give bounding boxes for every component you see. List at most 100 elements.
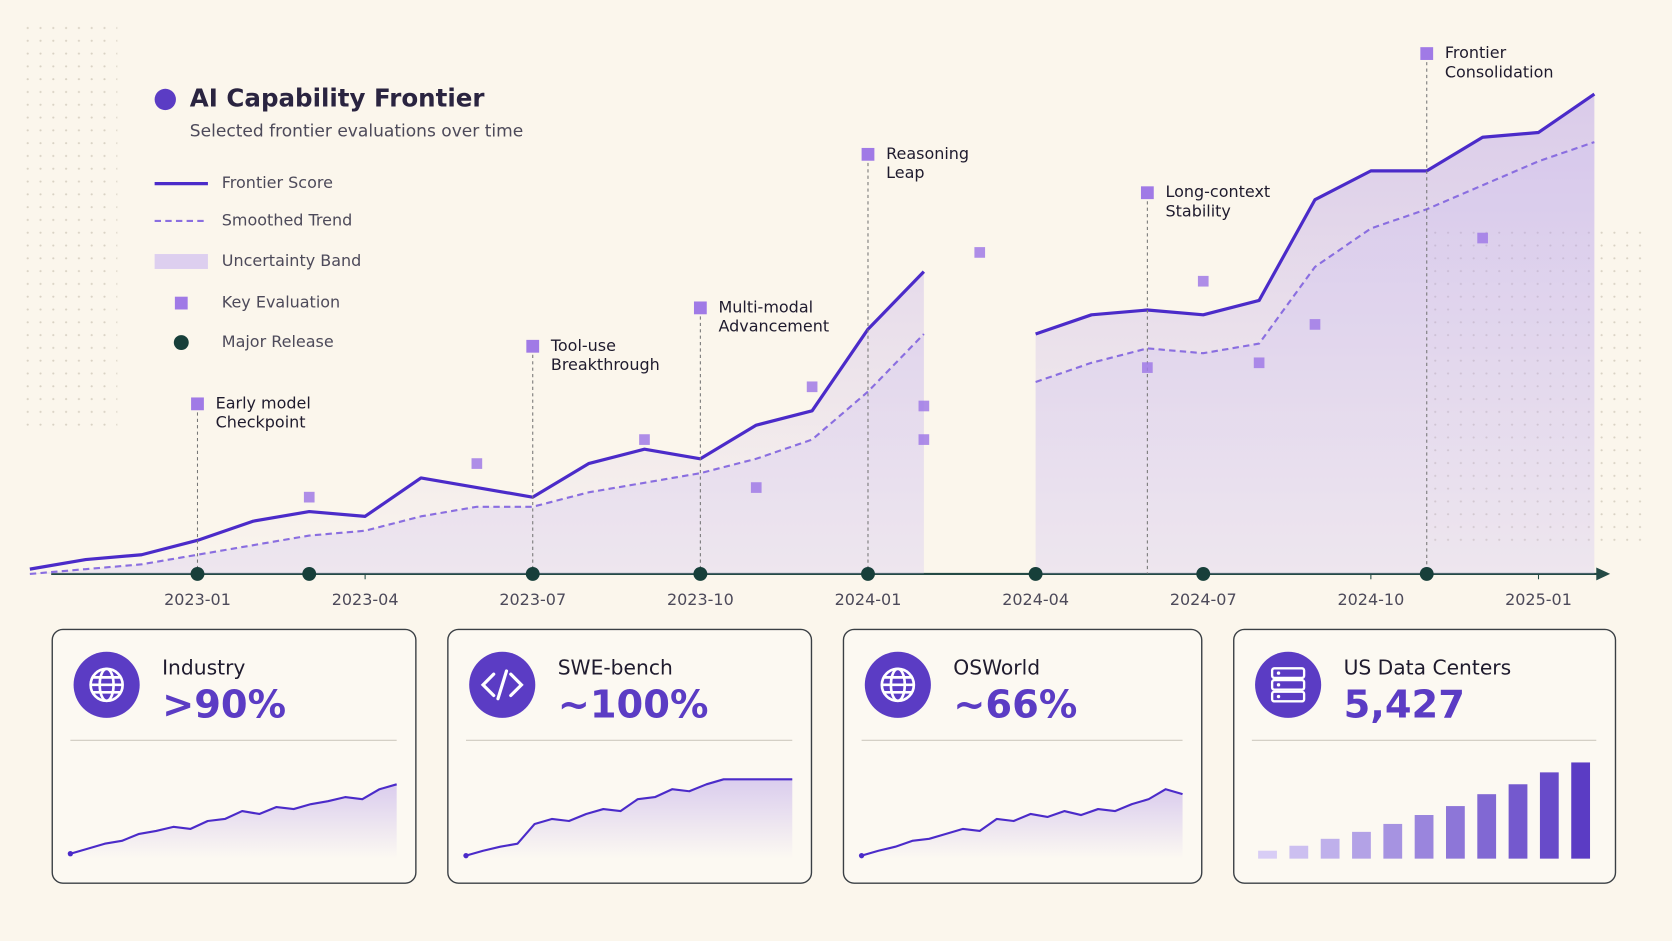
x-tick-label: 2023-10 <box>667 590 734 609</box>
card-title: Industry <box>162 655 245 679</box>
card-stat: 5,427 <box>1344 683 1465 728</box>
legend-label: Uncertainty Band <box>222 251 362 270</box>
sparkline <box>465 778 793 857</box>
card-title: SWE-bench <box>558 655 673 679</box>
trend-area <box>29 142 1595 574</box>
major-release <box>190 567 205 581</box>
stat-card: US Data Centers 5,427 <box>1233 628 1617 884</box>
icon-glyph <box>1276 671 1281 675</box>
annotation-label: Leap <box>886 163 924 182</box>
icon-glyph <box>881 676 914 694</box>
key-evaluation <box>1309 319 1321 330</box>
annotation-label: Long-context <box>1165 182 1270 201</box>
frontier-line <box>29 92 1596 571</box>
card-stat: >90% <box>162 683 286 728</box>
major-release <box>1028 567 1043 581</box>
sparkline <box>861 788 1183 857</box>
major-release <box>525 567 540 581</box>
uncertainty-band <box>29 94 1595 574</box>
key-evaluation <box>639 434 650 445</box>
key-evaluation <box>918 400 930 412</box>
trend-line <box>29 141 1595 575</box>
legend-swatch <box>174 296 188 310</box>
stat-card: Industry >90% <box>51 628 417 884</box>
key-evaluation <box>806 381 818 393</box>
annotation-label: Checkpoint <box>216 413 306 432</box>
bar <box>1571 762 1591 859</box>
x-tick-label: 2024-01 <box>835 590 902 609</box>
icon-glyph <box>1270 667 1306 680</box>
bar <box>1477 794 1497 859</box>
annotation-label: Advancement <box>718 317 829 336</box>
icon-glyph <box>1270 690 1306 703</box>
icon-glyph <box>90 676 123 694</box>
key-evaluation <box>471 458 483 469</box>
sparkline-area <box>70 784 397 859</box>
bar <box>1352 831 1371 859</box>
major-release <box>1196 567 1211 581</box>
icon-glyph <box>1270 678 1306 691</box>
key-evaluation <box>1142 362 1153 373</box>
icon-glyph <box>480 669 524 701</box>
bar <box>1414 815 1434 859</box>
sparkline-end <box>858 853 865 859</box>
key-evaluation <box>1253 357 1265 369</box>
x-tick-label: 2023-07 <box>499 590 566 609</box>
chart-subtitle: Selected frontier evaluations over time <box>190 121 523 141</box>
card-title: US Data Centers <box>1344 655 1512 679</box>
x-tick-label: 2024-04 <box>1002 590 1069 609</box>
legend-label: Smoothed Trend <box>222 210 352 229</box>
sparkline-end <box>67 851 74 857</box>
icon-glyph <box>1276 683 1281 687</box>
card-icon <box>1255 651 1322 718</box>
major-release <box>693 567 708 581</box>
annotation-marker <box>693 301 707 315</box>
annotation-marker <box>1140 186 1154 200</box>
annotation-label: Multi-modal <box>718 297 813 316</box>
annotation-marker <box>861 147 875 161</box>
annotation-label: Early model <box>216 393 311 412</box>
bar <box>1508 784 1528 859</box>
annotation-marker <box>1420 47 1434 60</box>
major-release <box>1419 567 1434 581</box>
chart-title: AI Capability Frontier <box>190 83 486 112</box>
icon-glyph <box>1276 694 1281 699</box>
legend-label: Major Release <box>222 332 334 351</box>
card-title: OSWorld <box>953 655 1040 679</box>
legend: Frontier Score Smoothed Trend Uncertaint… <box>154 173 362 351</box>
legend-label: Key Evaluation <box>222 293 340 312</box>
legend-swatch <box>173 335 189 351</box>
stat-card: OSWorld ~66% <box>842 628 1203 884</box>
x-tick-label: 2023-04 <box>332 590 399 609</box>
key-evaluation <box>750 482 762 493</box>
dot-pattern <box>21 21 118 427</box>
annotation-marker <box>191 397 204 411</box>
sparkline-area <box>465 779 793 859</box>
bar <box>1445 806 1465 859</box>
annotation-label: Frontier <box>1445 43 1507 62</box>
x-tick-label: 2025-01 <box>1505 590 1572 609</box>
bar <box>1320 838 1340 859</box>
key-evaluation <box>974 247 986 258</box>
x-tick-label: 2023-01 <box>164 590 231 609</box>
sparkline-end <box>463 853 469 859</box>
stat-card: SWE-bench ~100% <box>447 628 813 884</box>
legend-swatch <box>154 254 208 269</box>
key-evaluation <box>1477 232 1488 244</box>
annotation-label: Breakthrough <box>551 355 660 374</box>
annotation-label: Stability <box>1165 201 1230 220</box>
key-evaluation <box>918 434 930 445</box>
bar <box>1539 772 1559 859</box>
key-evaluation <box>303 491 315 503</box>
axis-arrow <box>1596 567 1611 581</box>
bar <box>1383 823 1403 859</box>
sparkline-area <box>861 789 1183 859</box>
bar <box>1258 850 1277 859</box>
legend-label: Frontier Score <box>222 173 333 192</box>
annotation-label: Reasoning <box>886 144 969 163</box>
card-stat: ~66% <box>953 683 1077 728</box>
annotation-label: Tool-use <box>550 336 616 355</box>
major-release <box>302 567 317 581</box>
